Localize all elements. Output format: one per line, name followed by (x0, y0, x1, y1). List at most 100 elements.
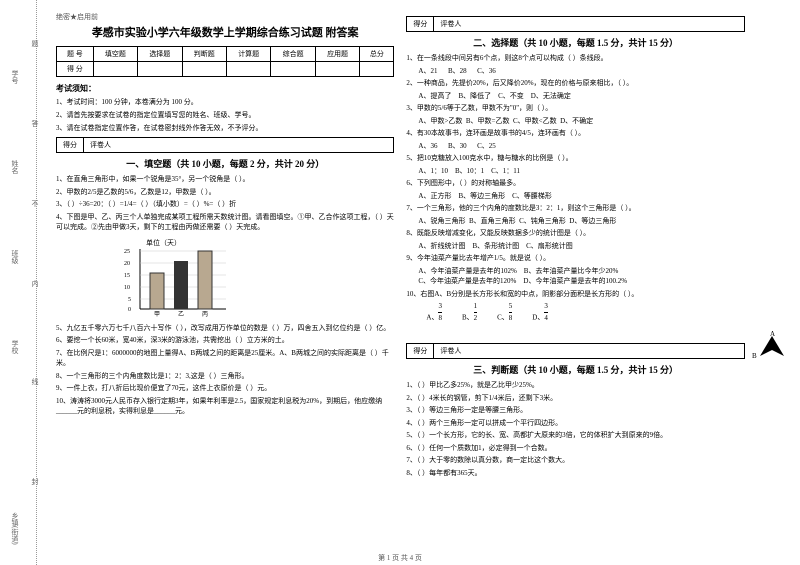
td[interactable] (182, 62, 226, 77)
grader-cell: 评卷人 (84, 138, 393, 152)
page-content: 绝密★启用前 孝感市实验小学六年级数学上学期综合练习试题 附答案 题 号 填空题… (0, 0, 800, 565)
question: 1、在一条线段中间另有6个点，则这8个点可以构成（ ）条线段。 (406, 53, 744, 64)
th: 计算题 (226, 47, 270, 62)
ytick: 10 (124, 285, 130, 291)
seal-mark: 封 (30, 478, 40, 485)
question: 10、涛涛将3000元人民币存入银行定期3年，如果年利率是2.5，国家规定利息税… (56, 396, 394, 417)
question-options: A、今年油菜产量是去年的102% B、去年油菜产量比今年少20% C、今年油菜产… (418, 266, 744, 287)
question: 5、（ ）一个长方形，它的长、宽、高都扩大原来的3倍，它的体积扩大到原来的9倍。 (406, 430, 744, 441)
td: 得 分 (57, 62, 94, 77)
option-c: C、58 (497, 301, 512, 323)
binding-label: 乡镇(街道) (10, 512, 20, 545)
question: 2、一种商品，先提价20%，后又降价20%，现在的价格与原来相比，（ ）。 (406, 78, 744, 89)
svg-text:B: B (752, 352, 757, 360)
binding-margin: 乡镇(街道) 学校 班级 姓名 学号 封 线 内 不 答 题 (8, 0, 48, 565)
bar (174, 261, 188, 309)
section-choice-title: 二、选择题（共 10 小题，每题 1.5 分，共计 15 分） (406, 36, 744, 49)
q10-options: A、38 B、12 C、58 D、34 (426, 301, 744, 323)
ytick: 25 (124, 249, 130, 255)
bar (150, 273, 164, 309)
binding-label: 学号 (10, 70, 20, 84)
grader-cell: 评卷人 (434, 17, 743, 31)
td[interactable] (138, 62, 182, 77)
question: 8、（ ）每年都有365天。 (406, 468, 744, 479)
ytick: 0 (128, 307, 131, 313)
seal-mark: 答 (30, 120, 40, 127)
compass-figure: A B (752, 330, 782, 360)
th: 选择题 (138, 47, 182, 62)
question-options: A、甲数>乙数 B、甲数=乙数 C、甲数<乙数 D、不确定 (418, 116, 744, 127)
binding-label: 学校 (10, 340, 20, 354)
bar (198, 251, 212, 309)
notice-item: 2、请首先按要求在试卷的指定位置填写您的姓名、班级、学号。 (56, 111, 394, 121)
question: 8、既能反映增减变化，又能反映数据多少的统计图是（ ）。 (406, 228, 744, 239)
seal-mark: 线 (30, 378, 40, 385)
question: 5、把10克糖放入100克水中，糖与糖水的比例是（ ）。 (406, 153, 744, 164)
svg-text:A: A (770, 330, 775, 338)
bar-label: 甲 (154, 311, 160, 317)
question: 7、一个三角形，他的三个内角的度数比是3：2：1，则这个三角形是（ ）。 (406, 203, 744, 214)
th: 填空题 (93, 47, 137, 62)
th: 应用题 (315, 47, 359, 62)
question-options: A、36 B、30 C、25 (418, 141, 744, 152)
th: 综合题 (271, 47, 315, 62)
question-options: A、正方形 B、等边三角形 C、等腰梯形 (418, 191, 744, 202)
question: 7、在比例尺是1：6000000的地图上量得A、B两城之间的距离是25厘米。A、… (56, 348, 394, 369)
td[interactable] (315, 62, 359, 77)
question: 3、甲数的5/6等于乙数，甲数不为"0"，则（ ）。 (406, 103, 744, 114)
question-options: A、21 B、28 C、36 (418, 66, 744, 77)
option-a: A、38 (426, 301, 442, 323)
grader-cell: 评卷人 (434, 344, 743, 358)
seal-mark: 题 (30, 40, 40, 47)
score-cell: 得分 (407, 344, 434, 358)
td[interactable] (360, 62, 394, 77)
bar-label: 丙 (202, 311, 208, 317)
question: 1、（ ）甲比乙多25%，就是乙比甲少25%。 (406, 380, 744, 391)
question-options: A、折线统计图 B、条形统计图 C、扇形统计图 (418, 241, 744, 252)
question: 2、甲数的2/5是乙数的5/6，乙数是12，甲数是（ ）。 (56, 187, 394, 198)
ytick: 5 (128, 297, 131, 303)
exam-title: 孝感市实验小学六年级数学上学期综合练习试题 附答案 (56, 24, 394, 40)
chart-svg: 单位（天） 25 20 15 10 5 0 甲 乙 丙 (116, 237, 236, 317)
judge-questions: 1、（ ）甲比乙多25%，就是乙比甲少25%。 2、（ ）4米长的钢管，剪下1/4… (406, 380, 744, 478)
question-options: A、锐角三角形 B、直角三角形 C、钝角三角形 D、等边三角形 (418, 216, 744, 227)
question: 3、（ ）等边三角形一定是等腰三角形。 (406, 405, 744, 416)
question: 4、有30本故事书，连环画是故事书的4/5，连环画有（ ）。 (406, 128, 744, 139)
binding-label: 班级 (10, 250, 20, 264)
option-b: B、12 (462, 301, 477, 323)
score-cell: 得分 (407, 17, 434, 31)
table-row: 得 分 (57, 62, 394, 77)
binding-label: 姓名 (10, 160, 20, 174)
question: 6、下列图形中，（ ）的对称轴最多。 (406, 178, 744, 189)
question: 3、（ ）÷36=20：（ ）=1/4=（ ）（填小数）=（ ）%=（ ）折 (56, 199, 394, 210)
question: 9、今年油菜产量比去年增产1/5。就是说（ ）。 (406, 253, 744, 264)
bar-label: 乙 (178, 311, 184, 317)
td[interactable] (271, 62, 315, 77)
question-options: A、1：10 B、10：1 C、1：11 (418, 166, 744, 177)
score-bar: 得分 评卷人 (406, 16, 744, 32)
question: 9、一件上衣，打八折后比现价便宜了70元，这件上衣原价是（ ）元。 (56, 383, 394, 394)
question: 7、（ ）大于零的数除以真分数，商一定比这个数大。 (406, 455, 744, 466)
question: 4、（ ）两个三角形一定可以拼成一个平行四边形。 (406, 418, 744, 429)
page-footer: 第 1 页 共 4 页 (0, 553, 800, 563)
th: 判断题 (182, 47, 226, 62)
choice-questions: 1、在一条线段中间另有6个点，则这8个点可以构成（ ）条线段。 A、21 B、28… (406, 53, 744, 299)
question: 6、要挖一个长60米，宽40米，深3米的游泳池，共需挖出（ ）立方米的土。 (56, 335, 394, 346)
chart-ylabel: 单位（天） (146, 238, 181, 247)
notice-title: 考试须知： (56, 83, 394, 94)
section-judge-title: 三、判断题（共 10 小题，每题 1.5 分，共计 15 分） (406, 363, 744, 376)
question: 2、（ ）4米长的钢管，剪下1/4米后，还剩下3米。 (406, 393, 744, 404)
notice-item: 3、请在试卷指定位置作答，在试卷密封线外作答无效，不予评分。 (56, 124, 394, 134)
ytick: 15 (124, 273, 130, 279)
score-table: 题 号 填空题 选择题 判断题 计算题 综合题 应用题 总分 得 分 (56, 46, 394, 77)
notice-item: 1、考试时间：100 分钟，本卷满分为 100 分。 (56, 98, 394, 108)
question: 8、一个三角形的三个内角度数比是1：2：3,这是（ ）三角形。 (56, 371, 394, 382)
question: 5、九亿五千零六万七千八百六十写作（ ），改写成用万作单位的数是（ ）万，四舍五… (56, 323, 394, 334)
question: 4、下图是甲、乙、丙三个人单独完成某项工程所需天数统计图。请看图填空。①甲、乙合… (56, 212, 394, 233)
th: 总分 (360, 47, 394, 62)
section-fill-title: 一、填空题（共 10 小题，每题 2 分，共计 20 分） (56, 157, 394, 170)
right-column: 得分 评卷人 二、选择题（共 10 小题，每题 1.5 分，共计 15 分） 1… (400, 12, 750, 557)
td[interactable] (226, 62, 270, 77)
table-row: 题 号 填空题 选择题 判断题 计算题 综合题 应用题 总分 (57, 47, 394, 62)
td[interactable] (93, 62, 137, 77)
